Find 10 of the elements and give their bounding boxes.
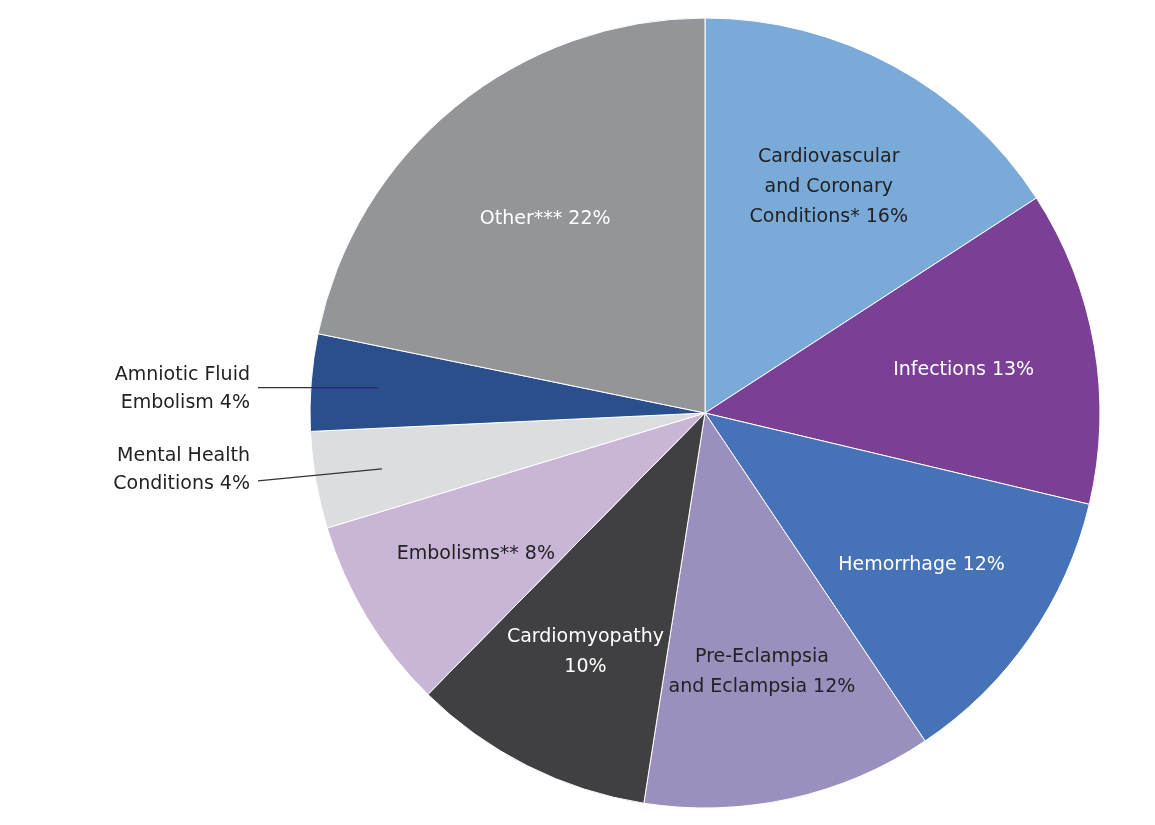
slice-label: Cardiomyopathy: [506, 624, 665, 647]
slice-label: Infections 13%: [893, 357, 1035, 380]
slice-label: Mental Health Conditions 4%: [113, 442, 250, 493]
data-label: 10%: [564, 654, 607, 677]
slice-label: Cardiovascular and Coronary Conditions* 16%: [749, 144, 908, 227]
slice-label: Pre-Eclampsia and Eclampsia 12%: [668, 644, 856, 697]
slice-label: Hemorrhage 12%: [838, 552, 1005, 575]
slice-label: Embolisms** 8%: [396, 540, 555, 563]
slice-label: Amniotic Fluid Embolism 4%: [114, 361, 250, 412]
slice-label: Other*** 22%: [479, 206, 611, 229]
